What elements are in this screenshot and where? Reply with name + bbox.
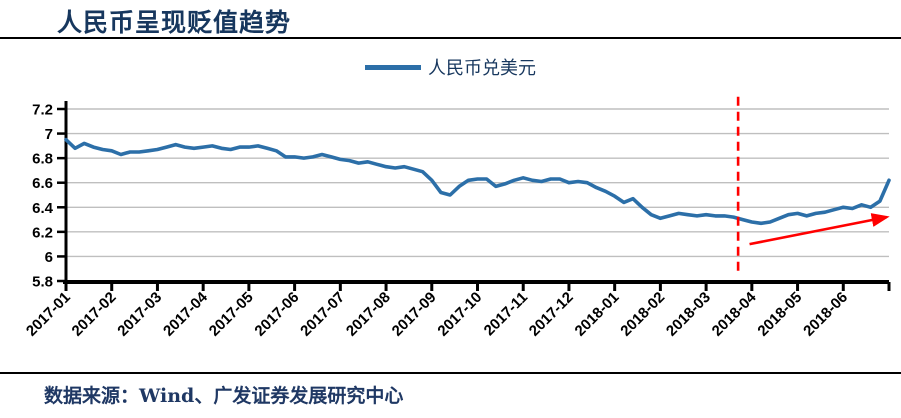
- y-tick-labels: 5.8 6 6.2 6.4 6.6 6.8 7 7.2: [32, 102, 54, 291]
- x-tick-labels: 2017-012017-022017-032017-042017-052017-…: [23, 288, 851, 339]
- svg-text:2017-04: 2017-04: [160, 288, 211, 339]
- svg-text:2017-11: 2017-11: [481, 289, 531, 339]
- title-divider: [0, 37, 901, 39]
- svg-text:7: 7: [45, 126, 53, 143]
- svg-text:6.6: 6.6: [32, 175, 53, 192]
- svg-text:7.2: 7.2: [32, 102, 53, 119]
- page-title: 人民币呈现贬值趋势: [57, 8, 292, 37]
- svg-text:2018-03: 2018-03: [663, 289, 714, 340]
- svg-text:2017-07: 2017-07: [297, 289, 348, 340]
- svg-text:6.2: 6.2: [32, 224, 53, 241]
- footer-divider: [0, 372, 901, 374]
- svg-text:2017-05: 2017-05: [206, 289, 257, 340]
- svg-text:2018-05: 2018-05: [754, 289, 805, 340]
- svg-text:6.8: 6.8: [32, 151, 53, 168]
- exchange-rate-chart: 5.866.26.46.66.877.2 2017-012017-022017-…: [23, 96, 891, 340]
- series-line-rmb-usd: [64, 137, 891, 226]
- svg-text:2017-12: 2017-12: [526, 289, 577, 340]
- svg-text:2018-02: 2018-02: [617, 289, 668, 340]
- svg-text:6: 6: [45, 249, 53, 266]
- svg-text:2017-06: 2017-06: [251, 289, 302, 340]
- y-gridlines: [66, 108, 889, 258]
- svg-text:2018-06: 2018-06: [800, 289, 851, 340]
- trend-arrow: [749, 213, 890, 246]
- svg-text:2018-01: 2018-01: [572, 289, 623, 340]
- axes: [57, 101, 891, 291]
- svg-text:2017-08: 2017-08: [343, 289, 394, 340]
- svg-text:5.8: 5.8: [32, 274, 53, 291]
- chart-legend: 人民币兑美元: [0, 54, 901, 80]
- legend-series-label: 人民币兑美元: [428, 58, 536, 79]
- svg-text:6.4: 6.4: [32, 200, 54, 217]
- svg-text:2017-02: 2017-02: [69, 289, 120, 340]
- svg-text:2017-10: 2017-10: [434, 289, 485, 340]
- svg-text:2017-01: 2017-01: [23, 289, 74, 340]
- svg-text:2017-03: 2017-03: [114, 289, 165, 340]
- svg-text:2018-04: 2018-04: [709, 288, 760, 339]
- data-source-note: 数据来源：Wind、广发证券发展研究中心: [44, 385, 404, 407]
- svg-text:2017-09: 2017-09: [389, 289, 440, 340]
- legend-line-swatch: [365, 64, 421, 70]
